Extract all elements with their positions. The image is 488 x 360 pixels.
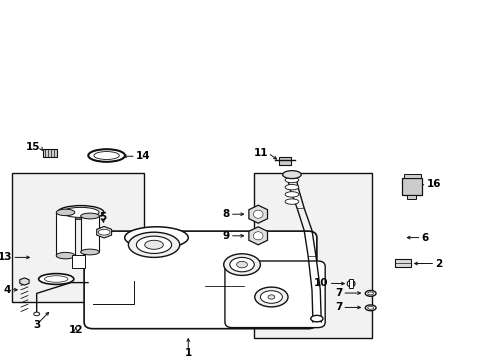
Bar	[12, 173, 144, 302]
Polygon shape	[97, 226, 111, 238]
Bar	[72, 255, 84, 268]
Ellipse shape	[34, 312, 40, 316]
Ellipse shape	[124, 227, 188, 248]
Ellipse shape	[253, 210, 263, 218]
Ellipse shape	[282, 171, 301, 179]
FancyBboxPatch shape	[224, 261, 325, 328]
Bar	[401, 178, 422, 195]
Bar	[81, 216, 99, 252]
Ellipse shape	[98, 229, 110, 235]
Polygon shape	[248, 227, 267, 245]
Ellipse shape	[367, 292, 373, 295]
Bar	[348, 279, 352, 288]
Ellipse shape	[285, 199, 298, 204]
Ellipse shape	[267, 295, 274, 299]
Ellipse shape	[223, 254, 260, 275]
Text: 10: 10	[313, 278, 328, 288]
Bar	[394, 259, 410, 267]
Text: 16: 16	[426, 179, 440, 189]
Ellipse shape	[81, 213, 99, 219]
Text: 7: 7	[334, 288, 342, 298]
Ellipse shape	[39, 274, 74, 284]
Ellipse shape	[310, 315, 323, 322]
Ellipse shape	[285, 185, 298, 190]
Ellipse shape	[58, 206, 104, 219]
Ellipse shape	[20, 279, 28, 284]
Ellipse shape	[346, 280, 354, 287]
Ellipse shape	[128, 232, 180, 257]
Text: 14: 14	[136, 151, 150, 161]
Ellipse shape	[56, 252, 75, 259]
Text: 3: 3	[33, 320, 40, 330]
Bar	[43, 149, 57, 157]
Text: 12: 12	[68, 325, 83, 336]
Text: 11: 11	[253, 148, 267, 158]
Bar	[56, 212, 75, 256]
Ellipse shape	[253, 232, 263, 240]
Ellipse shape	[62, 207, 99, 217]
Bar	[403, 174, 420, 178]
Text: 13: 13	[0, 252, 12, 262]
Text: 2: 2	[434, 258, 442, 269]
Ellipse shape	[44, 276, 68, 282]
Text: 7: 7	[334, 302, 342, 312]
Ellipse shape	[254, 287, 287, 307]
Ellipse shape	[285, 177, 298, 183]
Ellipse shape	[365, 291, 375, 296]
Polygon shape	[248, 205, 267, 223]
Ellipse shape	[88, 149, 125, 162]
FancyBboxPatch shape	[84, 231, 316, 329]
Text: 8: 8	[222, 209, 229, 219]
Ellipse shape	[144, 240, 163, 249]
Text: 9: 9	[222, 231, 229, 241]
Ellipse shape	[229, 257, 254, 272]
Text: 15: 15	[25, 142, 40, 152]
Text: 4: 4	[3, 285, 11, 295]
Bar	[254, 173, 371, 338]
Bar	[278, 157, 290, 165]
Ellipse shape	[367, 306, 373, 309]
Polygon shape	[20, 278, 29, 285]
Ellipse shape	[136, 236, 171, 253]
Ellipse shape	[81, 249, 99, 255]
Ellipse shape	[56, 209, 75, 216]
Text: 5: 5	[99, 212, 106, 222]
Bar	[406, 195, 415, 199]
Text: 6: 6	[421, 233, 428, 243]
Ellipse shape	[260, 291, 282, 303]
Text: 1: 1	[184, 348, 191, 358]
Ellipse shape	[285, 192, 298, 197]
Ellipse shape	[236, 261, 247, 268]
Ellipse shape	[365, 305, 375, 311]
Ellipse shape	[94, 152, 119, 159]
